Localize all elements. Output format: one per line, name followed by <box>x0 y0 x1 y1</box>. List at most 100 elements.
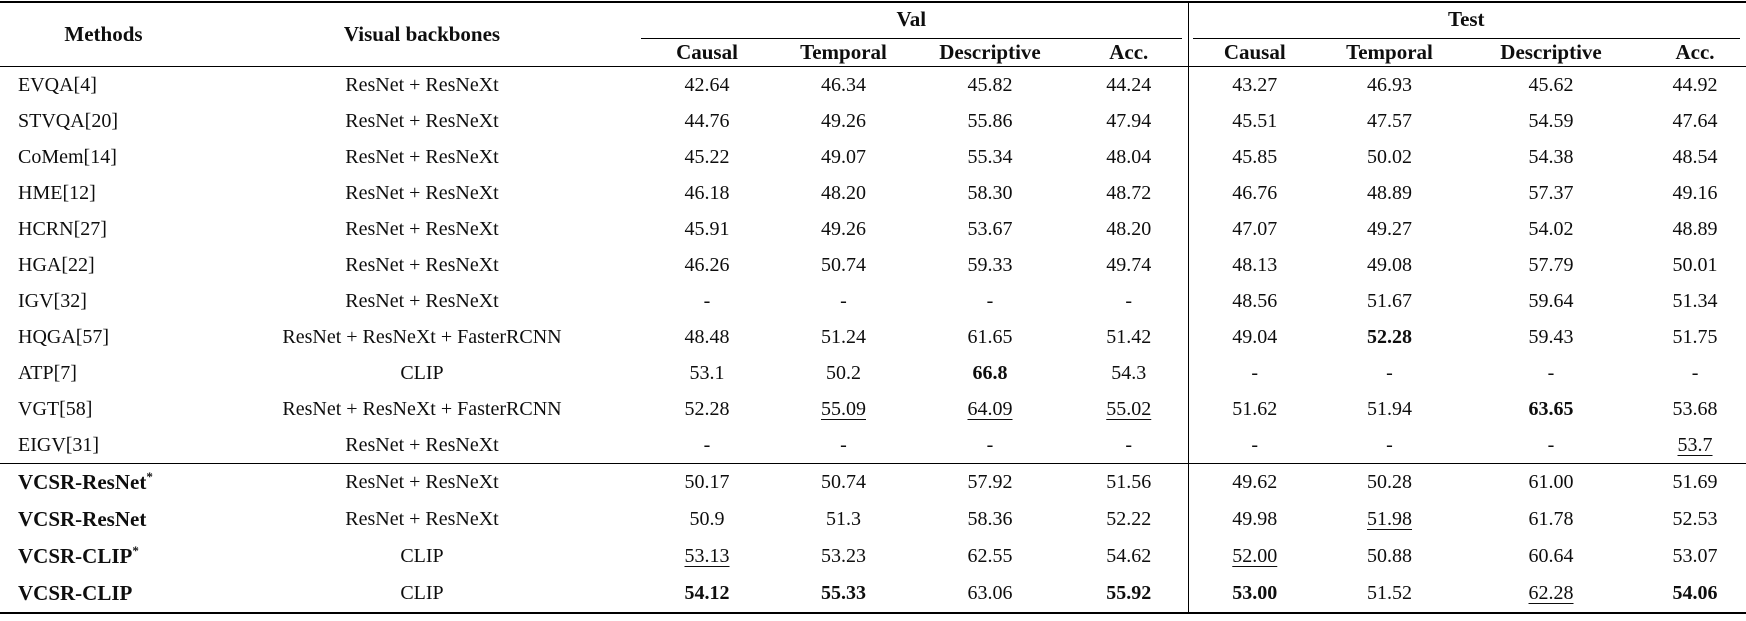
value-cell: 57.92 <box>910 464 1070 502</box>
value-cell: 45.85 <box>1187 139 1322 175</box>
value-text: 54.59 <box>1528 109 1574 132</box>
value-cell: 45.22 <box>637 139 777 175</box>
value-cell: - <box>1458 355 1644 391</box>
table-row-vcsr-clip: VCSR-CLIP CLIP 54.12 55.33 63.06 55.92 53.00 51… <box>0 575 1746 613</box>
table-row-hga-22: HGA[22] ResNet + ResNeXt 46.26 50.74 59.33 49… <box>0 247 1746 283</box>
method-cell: VGT[58] <box>18 397 93 420</box>
value-cell: 43.27 <box>1187 66 1322 103</box>
value-cell: - <box>1321 355 1458 391</box>
value-text: 48.89 <box>1672 217 1718 240</box>
backbone-cell: ResNet + ResNeXt <box>345 253 499 276</box>
table-row-comem-14: CoMem[14] ResNet + ResNeXt 45.22 49.07 55.34… <box>0 139 1746 175</box>
value-text: 51.34 <box>1672 289 1718 312</box>
value-cell: 51.94 <box>1321 391 1458 427</box>
value-cell: 62.28 <box>1458 575 1644 613</box>
value-text: 53.00 <box>1232 582 1278 604</box>
value-cell: 44.24 <box>1070 67 1188 104</box>
method-cell: EVQA[4] <box>18 73 97 96</box>
value-text: 54.38 <box>1528 145 1574 168</box>
value-cell: 49.08 <box>1321 247 1458 283</box>
value-cell: 50.28 <box>1321 464 1458 502</box>
value-text: 48.20 <box>1106 217 1152 240</box>
value-text: 50.88 <box>1367 545 1413 567</box>
value-cell: 61.00 <box>1458 464 1644 502</box>
value-cell: 53.00 <box>1187 575 1322 613</box>
table-row-hcrn-27: HCRN[27] ResNet + ResNeXt 45.91 49.26 53.67 4… <box>0 211 1746 247</box>
value-cell: - <box>1187 355 1322 391</box>
value-text: 49.74 <box>1106 253 1152 276</box>
value-text: 51.94 <box>1367 397 1413 420</box>
value-cell: 47.07 <box>1187 211 1322 247</box>
value-text: 66.8 <box>972 361 1008 384</box>
value-text: 54.62 <box>1106 545 1152 567</box>
col-header-test-causal: Causal <box>1187 39 1322 67</box>
value-cell: 55.86 <box>910 103 1070 139</box>
method-cell: IGV[32] <box>18 289 87 312</box>
value-cell: 61.65 <box>910 319 1070 355</box>
value-cell: 49.27 <box>1321 211 1458 247</box>
value-cell: 51.75 <box>1644 319 1746 355</box>
value-text: 52.28 <box>1367 325 1413 348</box>
col-group-test-label: Test <box>1192 3 1741 39</box>
col-group-val-label: Val <box>641 3 1182 39</box>
value-cell: 50.2 <box>777 355 910 391</box>
value-text: 46.34 <box>821 73 866 96</box>
value-cell: 52.28 <box>1321 319 1458 355</box>
value-text: 55.34 <box>967 145 1013 168</box>
value-cell: 52.53 <box>1644 501 1746 538</box>
backbone-cell: ResNet + ResNeXt <box>345 145 499 168</box>
value-text: 51.24 <box>821 325 866 348</box>
value-text: 55.09 <box>821 397 866 420</box>
value-cell: - <box>777 283 910 319</box>
method-cell: HCRN[27] <box>18 217 107 240</box>
value-cell: 46.18 <box>637 175 777 211</box>
col-header-val-temporal: Temporal <box>800 40 887 64</box>
table-body-vcsr: VCSR-ResNet* ResNet + ResNeXt 50.17 50.74 57… <box>0 463 1746 613</box>
value-text: 53.07 <box>1672 545 1718 567</box>
method-cell: HGA[22] <box>18 253 95 276</box>
value-text: 59.33 <box>967 253 1013 276</box>
value-text: 53.23 <box>821 545 866 567</box>
value-cell: 47.64 <box>1644 103 1746 139</box>
value-text: 49.16 <box>1672 181 1718 204</box>
value-cell: 51.52 <box>1321 575 1458 613</box>
value-cell: - <box>910 427 1070 464</box>
value-text: 52.53 <box>1672 508 1718 530</box>
method-cell: VCSR-ResNet <box>18 507 147 531</box>
value-text: - <box>1251 361 1259 384</box>
value-text: 50.9 <box>689 508 725 530</box>
value-cell: 53.1 <box>637 355 777 391</box>
value-cell: 48.89 <box>1644 211 1746 247</box>
value-text: - <box>1547 433 1555 456</box>
value-text: 48.56 <box>1232 289 1278 312</box>
table-body-baselines: EVQA[4] ResNet + ResNeXt 42.64 46.34 45.82 44… <box>0 66 1746 464</box>
value-cell: 47.57 <box>1321 103 1458 139</box>
value-cell: 50.74 <box>777 464 910 502</box>
value-text: 51.62 <box>1232 397 1278 420</box>
col-header-test-descriptive: Descriptive <box>1500 40 1602 64</box>
value-text: 44.76 <box>684 109 730 132</box>
value-cell: 49.98 <box>1187 501 1322 538</box>
value-text: 57.79 <box>1528 253 1574 276</box>
value-text: 47.64 <box>1672 109 1718 132</box>
value-text: 49.26 <box>821 109 866 132</box>
value-cell: 45.82 <box>910 67 1070 104</box>
value-cell: 50.88 <box>1321 538 1458 575</box>
value-text: 63.65 <box>1528 397 1574 420</box>
value-cell: 49.04 <box>1187 319 1322 355</box>
value-cell: 50.01 <box>1644 247 1746 283</box>
value-text: - <box>1547 361 1555 384</box>
col-header-test-temporal: Temporal <box>1346 40 1433 64</box>
method-cell: HQGA[57] <box>18 325 110 348</box>
value-cell: 54.38 <box>1458 139 1644 175</box>
table-row-evqa-4: EVQA[4] ResNet + ResNeXt 42.64 46.34 45.82 44… <box>0 66 1746 104</box>
value-text: 54.3 <box>1111 361 1147 384</box>
value-cell: 53.23 <box>777 538 910 575</box>
backbone-cell: ResNet + ResNeXt <box>345 471 499 493</box>
value-text: 57.37 <box>1528 181 1574 204</box>
value-cell: 48.04 <box>1070 139 1188 175</box>
backbone-cell: CLIP <box>400 545 444 567</box>
value-cell: 58.36 <box>910 501 1070 538</box>
col-group-test: Test <box>1187 2 1746 39</box>
table-row-eigv-31: EIGV[31] ResNet + ResNeXt - - - - - - - 53.7 <box>0 427 1746 464</box>
